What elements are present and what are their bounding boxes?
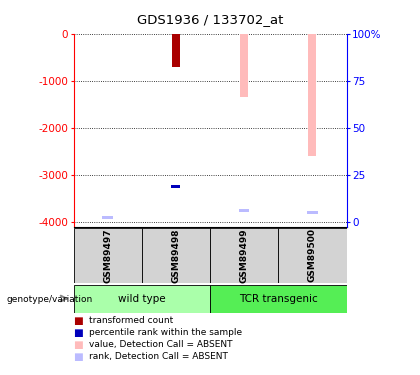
Bar [172,34,180,67]
Text: genotype/variation: genotype/variation [6,295,92,304]
Bar [278,228,346,283]
Text: GSM89499: GSM89499 [240,228,249,283]
Bar [210,285,346,313]
Text: GSM89498: GSM89498 [171,228,180,283]
Text: ■: ■ [74,352,83,362]
Text: GSM89497: GSM89497 [103,228,112,283]
Bar [142,228,210,283]
Bar [308,34,317,156]
Text: transformed count: transformed count [89,316,174,325]
Bar [240,34,248,98]
Text: GDS1936 / 133702_at: GDS1936 / 133702_at [137,13,283,26]
Bar [102,216,113,219]
Text: TCR transgenic: TCR transgenic [239,294,318,304]
Text: ■: ■ [74,340,83,350]
Text: GSM89500: GSM89500 [308,228,317,282]
Text: ■: ■ [74,328,83,338]
Bar [74,285,210,313]
Text: percentile rank within the sample: percentile rank within the sample [89,328,243,337]
Bar [171,185,180,188]
Text: value, Detection Call = ABSENT: value, Detection Call = ABSENT [89,340,233,349]
Bar [239,209,249,212]
Bar [307,211,318,214]
Text: ■: ■ [74,316,83,326]
Text: rank, Detection Call = ABSENT: rank, Detection Call = ABSENT [89,352,228,361]
Bar [74,228,142,283]
Bar [210,228,278,283]
Text: wild type: wild type [118,294,165,304]
